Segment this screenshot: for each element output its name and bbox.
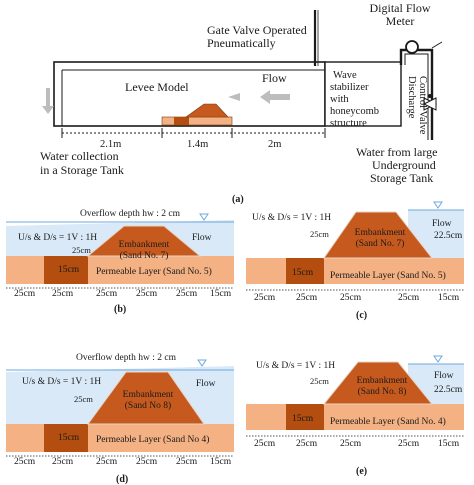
core-label: 15cm: [292, 414, 314, 424]
dim-label: 25cm: [176, 457, 198, 467]
caption-e: (e): [356, 466, 367, 477]
collection-arrow-icon: [42, 88, 54, 114]
dim-label: 25cm: [96, 457, 118, 467]
flow-label: Flow: [196, 379, 216, 389]
core-block: [286, 258, 324, 284]
caption-a: (a): [232, 194, 244, 205]
panel-d-overflow-sand8: Overflow depth hw : 2 cm U/s & D/s = 1V …: [6, 352, 234, 485]
panel-c-flow-sand7: U/s & D/s = 1V : 1H 25cm Embankment (Sand…: [246, 201, 464, 321]
permeable-label: Permeable Layer (Sand No. 5): [96, 266, 212, 277]
stabilizer-arrow-icon: [228, 93, 240, 101]
water-collection-label: Water collection in a Storage Tank: [40, 149, 124, 177]
levee-base: [161, 116, 233, 126]
slope-label: U/s & D/s = 1V : 1H: [18, 233, 97, 243]
dim-label: 15cm: [438, 439, 460, 449]
dim-label: 25cm: [254, 293, 276, 303]
dim-label: 25cm: [254, 439, 276, 449]
dim-label: 25cm: [136, 457, 158, 467]
core-label: 15cm: [58, 433, 80, 443]
levee-core: [174, 117, 189, 125]
dim-label: 25cm: [296, 439, 318, 449]
water-level-marker-icon: [197, 359, 207, 367]
embankment-label: Embankment (Sand No. 7): [119, 240, 170, 261]
height-label: 25cm: [72, 245, 91, 255]
flow-meter-label: Digital Flow Meter: [369, 1, 430, 28]
flow-depth-label: 22.5cm: [434, 385, 463, 395]
flow-label: Flow: [192, 233, 212, 243]
dim-label: 25cm: [14, 289, 36, 299]
dim-label: 25cm: [340, 439, 362, 449]
overflow-label: Overflow depth hw : 2 cm: [80, 208, 181, 219]
dim-label: 25cm: [14, 457, 36, 467]
permeable-label: Permeable Layer (Sand No. 5): [330, 270, 446, 281]
slope-label: U/s & D/s = 1V : 1H: [252, 213, 331, 223]
permeable-label: Permeable Layer (Sand No. 4): [330, 416, 446, 427]
embankment: [322, 361, 434, 405]
dim-label: 25cm: [340, 293, 362, 303]
discharge-valve-label: DischargeControl Valve: [406, 76, 428, 135]
dim-label: 25cm: [398, 293, 420, 303]
embankment: [323, 211, 434, 259]
slope-label: U/s & D/s = 1V : 1H: [256, 361, 335, 371]
embankment: [86, 225, 202, 257]
panel-e-flow-sand8: U/s & D/s = 1V : 1H 25cm Embankment (Sand…: [246, 355, 464, 477]
dim-label: 15cm: [210, 289, 232, 299]
dim-label-1: 2.1m: [100, 139, 121, 150]
embankment: [87, 371, 205, 425]
permeable-label: Permeable Layer (Sand No 4): [96, 434, 209, 445]
digital-flow-meter-icon: [405, 40, 419, 54]
levee-embankment: [185, 103, 229, 118]
dim-label: 25cm: [52, 457, 74, 467]
embankment-label: Embankment (Sand No 8): [123, 390, 174, 411]
dim-label-3: 2m: [268, 139, 281, 150]
slope-label: U/s & D/s = 1V : 1H: [22, 377, 101, 387]
gate-valve-label: Gate Valve Operated Pneumatically: [207, 23, 307, 50]
dim-label: 25cm: [176, 289, 198, 299]
dim-label: 25cm: [96, 289, 118, 299]
dim-label: 15cm: [210, 457, 232, 467]
flow-label: Flow: [262, 71, 287, 85]
water-source-label: Water from large Underground Storage Tank: [356, 145, 437, 185]
embankment-label: Embankment (Sand No. 8): [357, 376, 408, 397]
permeable-layer: [246, 404, 464, 430]
caption-c: (c): [356, 310, 367, 321]
dim-label: 15cm: [438, 293, 460, 303]
levee-model-label: Levee Model: [125, 80, 189, 94]
embankment-label: Embankment (Sand No. 7): [355, 228, 406, 249]
core-label: 15cm: [58, 265, 80, 275]
discharge-valve-icon: [422, 94, 438, 111]
water-level-marker-icon: [199, 213, 209, 221]
supply-pipe-inner: [404, 53, 429, 140]
panel-b-overflow-sand7: Overflow depth hw : 2 cm U/s & D/s = 1V …: [6, 208, 234, 315]
dim-label: 25cm: [296, 293, 318, 303]
pipe-branch: [431, 41, 443, 49]
panel-a-flume-setup: Gate Valve Operated Pneumatically Digital…: [40, 1, 443, 205]
caption-d: (d): [116, 474, 128, 485]
wave-stabilizer-box: [324, 61, 402, 127]
overflow-label: Overflow depth hw : 2 cm: [76, 352, 177, 363]
dim-label: 25cm: [52, 289, 74, 299]
dim-label-2: 1.4m: [187, 139, 208, 150]
height-label: 25cm: [74, 394, 93, 404]
caption-b: (b): [114, 304, 126, 315]
core-block: [44, 256, 88, 284]
water-level-marker-icon: [433, 201, 443, 209]
height-label: 25cm: [310, 376, 329, 386]
core-block: [286, 404, 324, 430]
water-level-marker-icon: [433, 355, 443, 363]
permeable-layer: [246, 258, 464, 284]
dim-label: 25cm: [136, 289, 158, 299]
flow-arrow-icon: [260, 90, 290, 104]
wave-stabilizer-label: Wave stabilizer with honeycomb structure: [330, 70, 379, 129]
dim-label: 25cm: [398, 439, 420, 449]
core-label: 15cm: [292, 268, 314, 278]
flow-label: Flow: [432, 219, 452, 229]
flow-label: Flow: [434, 371, 454, 381]
core-block: [44, 424, 88, 452]
flow-depth-label: 22.5cm: [434, 231, 463, 241]
height-label: 25cm: [310, 229, 329, 239]
